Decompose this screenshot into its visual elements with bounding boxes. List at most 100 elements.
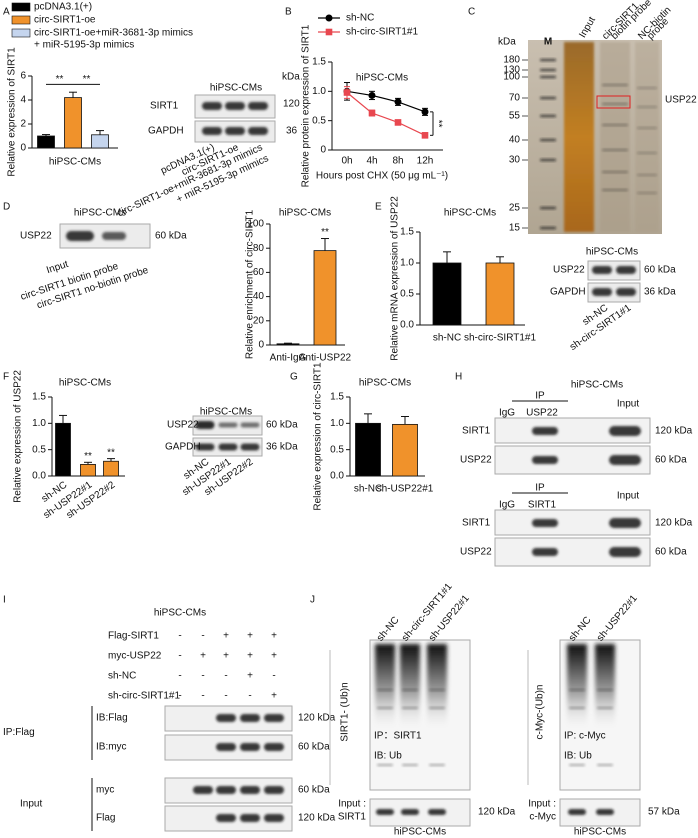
blot-row-label: USP22 (553, 265, 585, 276)
lane-label: sh-NC (567, 615, 594, 644)
panel-letter: J (310, 595, 315, 606)
gel-lane (564, 42, 594, 232)
condition-sign: + (271, 651, 277, 662)
blot-row-label: SIRT1 (462, 426, 491, 437)
band (616, 288, 636, 296)
band (216, 743, 236, 751)
y-axis-label: Relative expression of circ-SIRT1 (313, 362, 324, 511)
x-tick-label: Anti-USP22 (299, 353, 352, 364)
band (402, 689, 418, 691)
y-tick-label: 1.5 (400, 227, 414, 238)
blot-title: hiPSC-CMs (571, 380, 623, 391)
y-tick-label: 1.0 (400, 258, 414, 269)
panel-letter: H (455, 372, 462, 383)
band (225, 127, 245, 135)
band (540, 158, 556, 162)
marker-label: 25 (509, 203, 521, 214)
legend-label: + miR-5195-3p mimics (34, 40, 134, 51)
legend-marker (325, 14, 333, 22)
kda-label: 60 kDa (655, 455, 687, 466)
band (240, 714, 260, 722)
legend-label: sh-circ-SIRT1#1 (346, 27, 418, 38)
kda-label: 57 kDa (648, 807, 680, 818)
condition-sign: - (178, 651, 181, 662)
bar (103, 460, 119, 477)
band (240, 786, 260, 794)
lane-label: SIRT1 (528, 500, 557, 511)
marker-label: 180 (503, 55, 520, 66)
condition-sign: - (178, 631, 181, 642)
significance: ** (84, 451, 92, 462)
bar (355, 422, 381, 477)
band (195, 443, 215, 451)
blot-box (494, 445, 651, 475)
band (540, 96, 556, 100)
bar (80, 464, 96, 477)
chart-title: hiPSC-CMs (359, 378, 411, 389)
marker-label: 70 (509, 93, 521, 104)
point (368, 109, 376, 117)
legend-swatch (11, 28, 31, 38)
panel-letter: C (468, 7, 475, 18)
y-tick-label: 0.0 (330, 471, 344, 482)
kda-label: 120 (283, 99, 300, 110)
significance: ** (321, 227, 329, 238)
band (195, 421, 215, 429)
band (193, 786, 213, 794)
condition-sign: + (200, 651, 206, 662)
target-label: USP22 (665, 95, 697, 106)
point (368, 91, 376, 99)
bar (313, 250, 337, 346)
group-label: Input (20, 799, 42, 810)
ub-smear (400, 644, 420, 729)
band (248, 127, 268, 135)
input-label: Input : (338, 799, 366, 810)
band (540, 58, 556, 62)
y-axis-label: SIRT1- (Ub)n (340, 682, 351, 741)
band (602, 84, 628, 86)
blot-title: hiPSC-CMs (154, 608, 206, 619)
y-tick-label: 20 (253, 315, 265, 326)
x-tick-label: sh-USP22#1 (377, 484, 434, 495)
lane-label: IgG (499, 408, 515, 419)
x-axis-label: Hours post CHX (50 μg mL⁻¹) (316, 171, 448, 182)
condition-sign: - (201, 671, 204, 682)
kda-label: 60 kDa (155, 231, 187, 242)
blot-title: hiPSC-CMs (74, 208, 126, 219)
y-tick-label: 6 (20, 71, 26, 82)
band (597, 707, 613, 709)
lane-label: Input (45, 259, 70, 276)
blot-box (494, 509, 651, 536)
condition-sign: + (271, 631, 277, 642)
condition-sign: - (272, 671, 275, 682)
panel-letter: E (375, 202, 382, 213)
y-tick-label: 0.5 (330, 444, 344, 455)
significance: ** (56, 74, 64, 85)
condition-label: sh-circ-SIRT1#1 (108, 691, 180, 702)
band (377, 764, 393, 766)
band (602, 149, 628, 151)
y-tick-label: 1.5 (330, 392, 344, 403)
kda-label: 120 kDa (298, 713, 336, 724)
blot-row-label: SIRT1 (462, 518, 491, 529)
panel-letter: A (3, 7, 10, 18)
ub-smear (595, 644, 615, 729)
panel-letter: B (285, 7, 292, 18)
band (216, 814, 236, 822)
ib-label: IB: Ub (374, 751, 402, 762)
band (429, 707, 445, 709)
band (609, 547, 641, 557)
bar (91, 134, 109, 149)
y-tick-label: 1.0 (32, 418, 46, 429)
band (218, 443, 238, 451)
condition-sign: - (224, 671, 227, 682)
significance: ** (432, 120, 443, 128)
band (609, 518, 641, 528)
y-axis-label: Relative enrichment of circ-SIRT1 (245, 209, 256, 359)
bar (485, 262, 515, 326)
band (637, 127, 657, 129)
point (394, 119, 402, 126)
marker-label: 55 (509, 111, 521, 122)
kda-label: 120 kDa (655, 518, 693, 529)
band (402, 764, 418, 766)
